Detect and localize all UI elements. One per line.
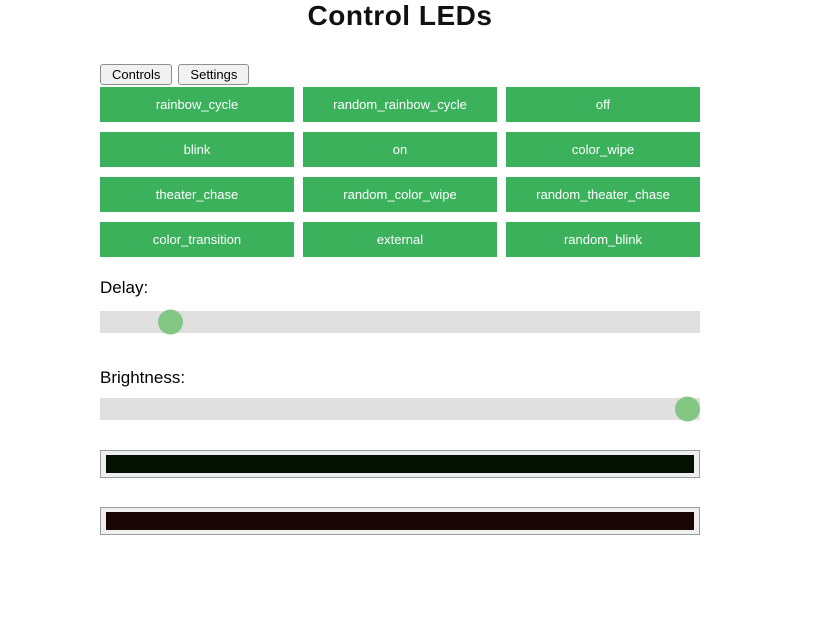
delay-label: Delay: xyxy=(100,278,149,297)
tab-bar: Controls Settings xyxy=(100,64,700,85)
mode-button-grid: rainbow_cycle random_rainbow_cycle off b… xyxy=(100,87,700,257)
tab-controls[interactable]: Controls xyxy=(100,64,173,85)
brightness-slider[interactable] xyxy=(100,396,700,422)
mode-button-rainbow-cycle[interactable]: rainbow_cycle xyxy=(100,87,294,122)
color-picker-2[interactable] xyxy=(100,507,700,535)
mode-button-random-theater-chase[interactable]: random_theater_chase xyxy=(506,177,700,212)
tab-settings[interactable]: Settings xyxy=(178,64,250,85)
color-swatch-1 xyxy=(106,455,694,473)
color-swatch-2 xyxy=(106,512,694,530)
mode-button-external[interactable]: external xyxy=(303,222,497,257)
mode-button-on[interactable]: on xyxy=(303,132,497,167)
mode-button-color-transition[interactable]: color_transition xyxy=(100,222,294,257)
mode-button-random-rainbow-cycle[interactable]: random_rainbow_cycle xyxy=(303,87,497,122)
mode-button-blink[interactable]: blink xyxy=(100,132,294,167)
mode-button-random-blink[interactable]: random_blink xyxy=(506,222,700,257)
color-picker-1[interactable] xyxy=(100,450,700,478)
page-title: Control LEDs xyxy=(307,0,493,31)
mode-button-color-wipe[interactable]: color_wipe xyxy=(506,132,700,167)
brightness-slider-thumb[interactable] xyxy=(675,396,700,422)
delay-slider-thumb[interactable] xyxy=(157,309,183,335)
mode-button-random-color-wipe[interactable]: random_color_wipe xyxy=(303,177,497,212)
mode-button-theater-chase[interactable]: theater_chase xyxy=(100,177,294,212)
mode-button-off[interactable]: off xyxy=(506,87,700,122)
main-container: Control LEDs Controls Settings rainbow_c… xyxy=(100,0,700,535)
delay-slider[interactable] xyxy=(100,309,700,335)
brightness-label: Brightness: xyxy=(100,368,186,387)
